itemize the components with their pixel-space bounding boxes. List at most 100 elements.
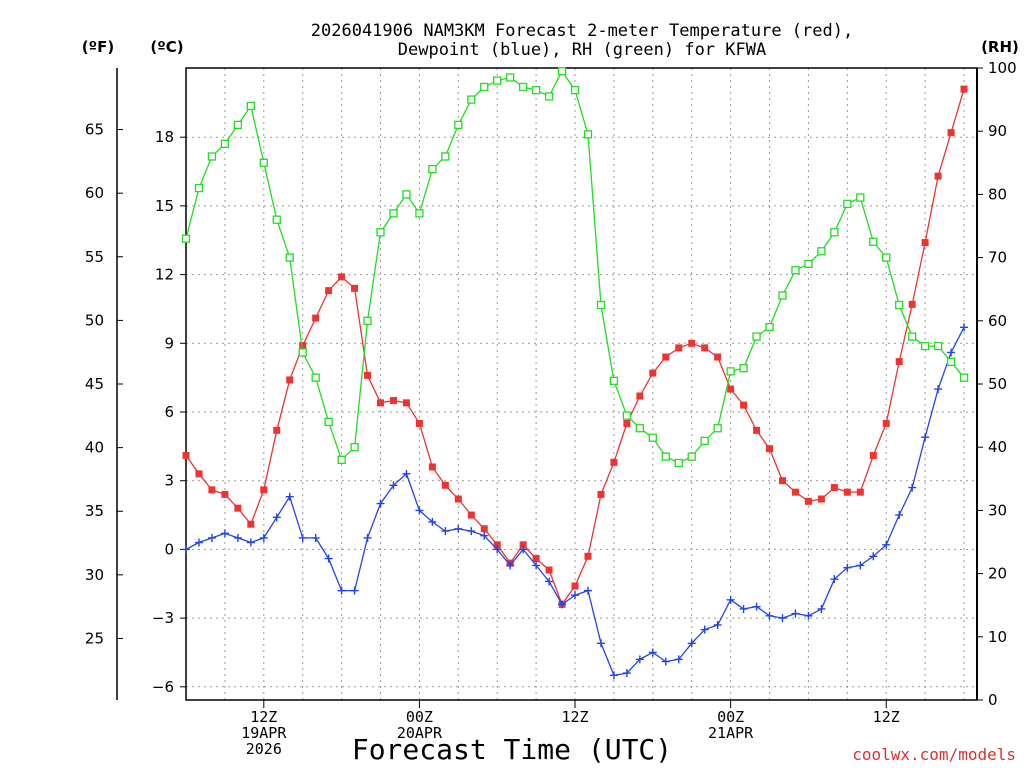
data-point [260,486,268,494]
data-point [753,426,761,434]
data-point [194,183,204,193]
data-point [285,492,294,501]
data-point [947,129,955,137]
data-point [207,152,217,161]
data-point [441,481,449,489]
data-point [467,95,476,104]
data-point [377,399,385,407]
data-point [830,228,839,237]
data-point [648,433,657,442]
data-point [921,239,929,247]
data-point [752,602,761,611]
data-point [700,436,709,446]
fahrenheit-tick-label: 35 [85,502,104,520]
data-point [830,484,838,492]
data-point [182,452,190,460]
data-point [714,353,722,361]
data-point [959,373,969,382]
data-point [376,499,385,508]
data-point [882,253,891,262]
data-point [687,452,696,461]
data-point [325,287,333,295]
data-point [519,541,527,549]
rh-tick-label: 10 [988,628,1007,646]
data-point [402,190,411,199]
data-point [493,545,502,554]
data-point [558,600,567,609]
data-point [609,376,619,385]
data-point [220,529,229,538]
data-point [960,323,969,332]
data-point [739,604,748,613]
chart-title-line1: 2026041906 NAM3KM Forecast 2-meter Tempe… [311,21,853,41]
data-point [856,193,865,202]
data-point [648,648,657,657]
data-point [947,348,956,357]
time-tick-label: 00Z [406,708,433,726]
data-point [389,481,398,490]
data-point [765,322,774,332]
data-point [364,371,372,379]
celsius-tick-label: −3 [152,609,174,627]
data-point [583,586,592,595]
data-point [415,419,423,427]
data-point [531,85,541,95]
time-tick-label: 20APR [397,724,443,742]
celsius-axis-ticks: 18 15 12 9 6 3 0 −3 −6 [152,128,186,696]
data-point [311,373,320,382]
data-point [389,209,398,218]
data-point [493,76,502,85]
data-point [623,419,631,427]
data-point [519,545,528,554]
data-point [428,463,436,471]
data-point [934,172,942,180]
time-tick-label: 12Z [561,708,588,726]
data-point [933,341,943,351]
data-point [571,582,579,590]
data-point [674,458,683,468]
data-point [791,266,800,275]
data-point [402,469,411,478]
celsius-tick-label: 0 [164,540,174,558]
data-point [622,411,632,420]
celsius-tick-label: 15 [155,197,174,215]
data-point [791,609,800,618]
fahrenheit-axis-ticks: 65 60 55 50 45 40 35 30 25 [85,121,123,647]
data-point [351,284,359,292]
data-point [766,445,774,453]
fahrenheit-tick-label: 65 [85,121,104,139]
data-point [544,92,554,101]
data-point [285,253,294,262]
data-point [233,120,243,130]
data-point [920,341,930,351]
data-point [324,554,333,563]
data-point [181,234,191,243]
data-point [908,483,917,492]
data-point [337,586,346,595]
data-point [506,73,515,82]
chart-axes [116,67,978,701]
data-point [454,120,463,130]
time-tick-label: 12Z [873,708,900,726]
data-point [220,139,230,148]
data-point [363,316,372,325]
data-point [584,552,592,560]
data-point [221,490,229,498]
data-point [402,399,410,407]
data-point [687,639,696,648]
data-point [493,541,501,549]
rh-tick-label: 50 [988,375,1007,393]
data-point [545,566,553,574]
data-point [817,604,826,613]
data-point [856,561,865,570]
data-point [869,237,878,246]
fahrenheit-tick-label: 60 [85,184,104,202]
rh-tick-label: 70 [988,249,1007,267]
celsius-tick-label: 9 [164,334,174,352]
celsius-tick-label: 3 [164,472,174,490]
data-point [298,533,307,542]
rh-tick-label: 20 [988,565,1007,583]
data-point [765,611,774,620]
